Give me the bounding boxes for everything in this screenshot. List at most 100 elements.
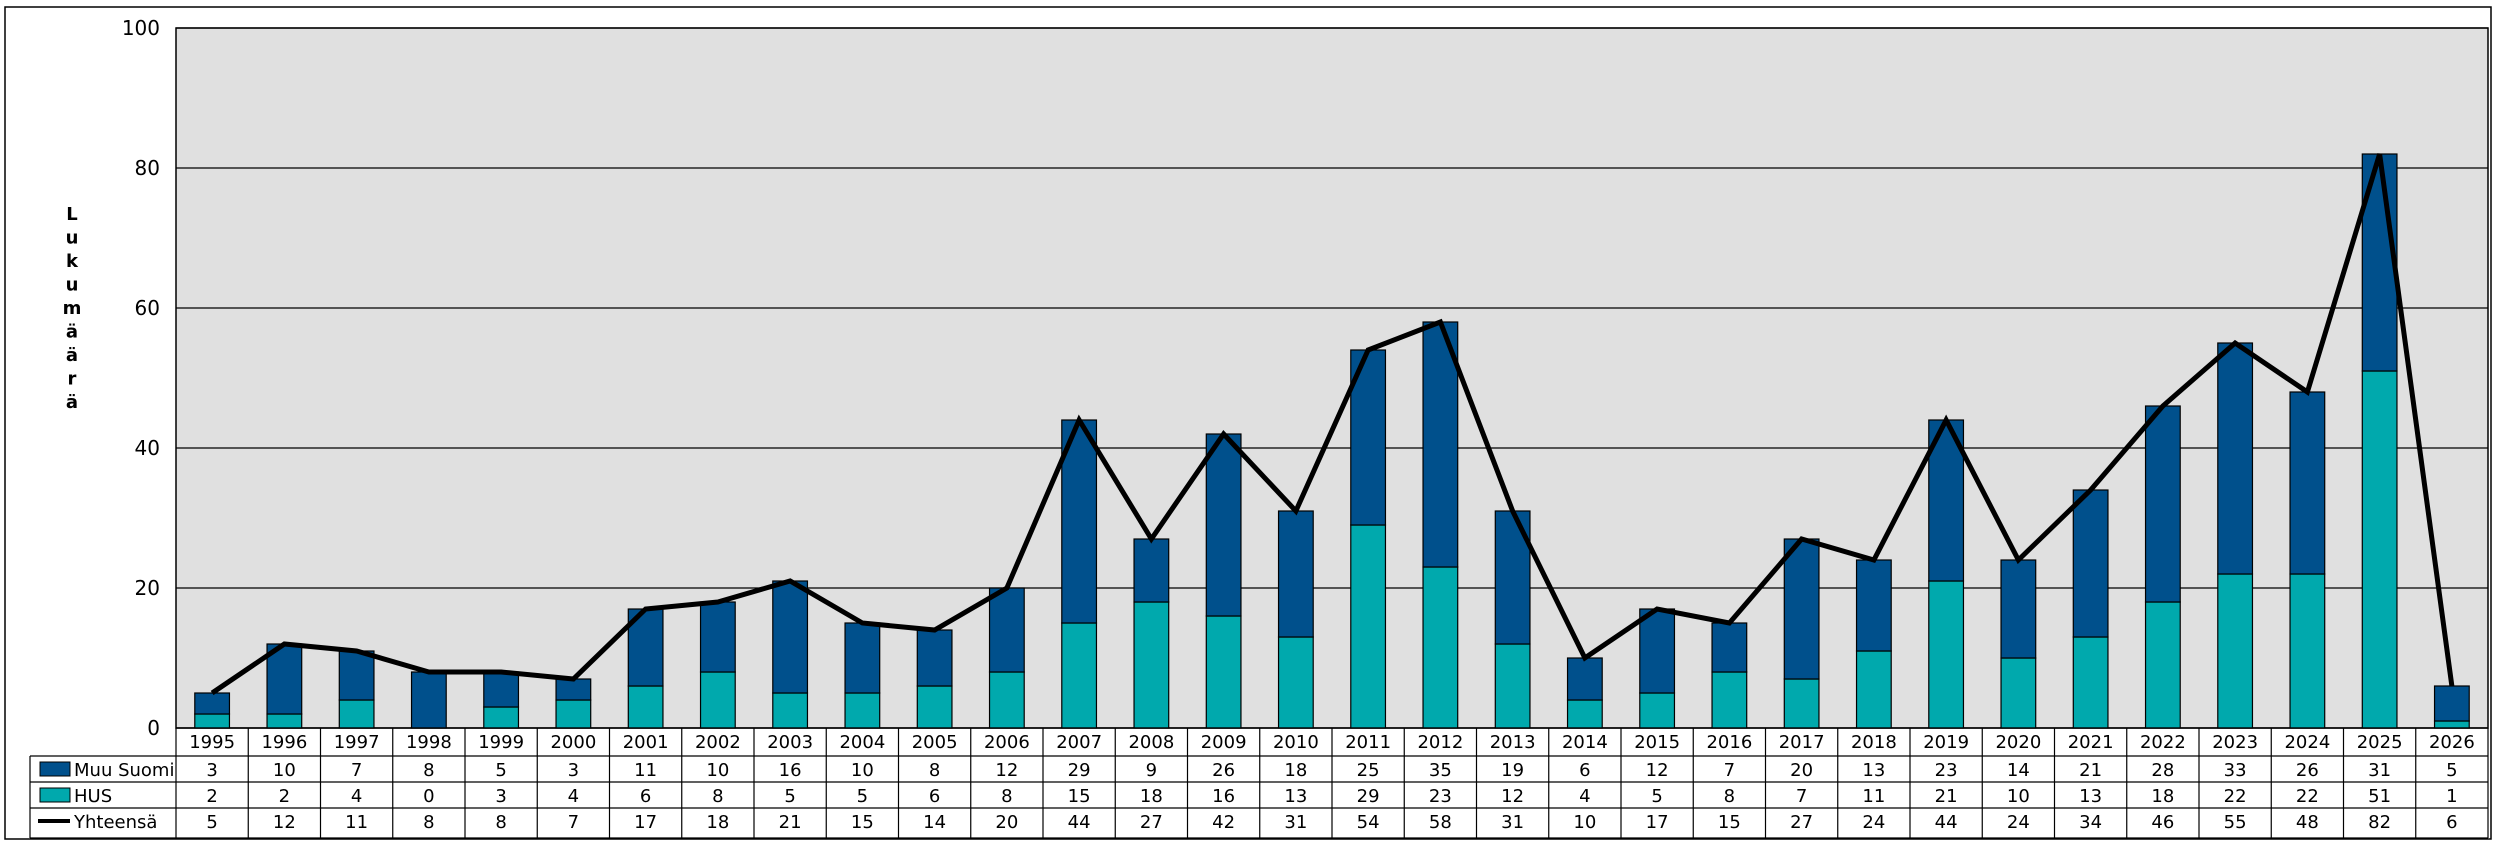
bar-muu-suomi [2144, 405, 2181, 603]
table-cell-value: 15 [851, 812, 874, 833]
x-tick-label: 2018 [1851, 732, 1897, 753]
bar-hus [1566, 699, 1603, 729]
table-cell-value: 7 [568, 812, 579, 833]
y-tick-label: 60 [135, 296, 160, 320]
bar-hus [1639, 692, 1676, 729]
bar-muu-suomi [1639, 608, 1676, 694]
bar-hus [1350, 524, 1387, 729]
x-tick-label: 1997 [334, 732, 380, 753]
table-cell-value: 8 [423, 760, 434, 781]
table-cell-value: 21 [1935, 786, 1958, 807]
bar-muu-suomi [2000, 559, 2037, 659]
bar-hus [772, 692, 809, 729]
table-cell-value: 16 [779, 760, 802, 781]
table-cell-value: 8 [929, 760, 940, 781]
table-cell-value: 12 [995, 760, 1018, 781]
x-tick-label: 2023 [2212, 732, 2258, 753]
y-tick-label: 0 [147, 716, 160, 740]
table-cell-value: 6 [1579, 760, 1590, 781]
table-cell-value: 17 [634, 812, 657, 833]
x-tick-label: 2001 [623, 732, 669, 753]
x-tick-label: 1995 [189, 732, 235, 753]
table-cell-value: 28 [2151, 760, 2174, 781]
data-table: 1995 1996 1997 1998 1999 2000 2001 2002 2003 2004… [29, 727, 2489, 839]
table-cell-value: 11 [1862, 786, 1885, 807]
bar-muu-suomi [1133, 538, 1170, 603]
bar-hus [1494, 643, 1531, 729]
table-cell-value: 42 [1212, 812, 1235, 833]
table-cell-value: 17 [1646, 812, 1669, 833]
bar-muu-suomi [2217, 342, 2254, 575]
table-cell-value: 58 [1429, 812, 1452, 833]
bar-hus [2289, 573, 2326, 729]
table-cell-value: 8 [1001, 786, 1012, 807]
bar-hus [1061, 622, 1098, 729]
total-line [210, 153, 2455, 696]
table-cell-value: 10 [1573, 812, 1596, 833]
bar-hus [1711, 671, 1748, 729]
bar-muu-suomi [1855, 559, 1892, 652]
y-tick-label: 100 [122, 16, 160, 40]
x-tick-label: 2002 [695, 732, 741, 753]
table-cell-value: 14 [923, 812, 946, 833]
y-axis-label-letter: r [68, 369, 77, 390]
table-cell-value: 15 [1068, 786, 1091, 807]
bar-muu-suomi [194, 692, 231, 715]
table-cell-value: 10 [273, 760, 296, 781]
x-tick-label: 2009 [1201, 732, 1247, 753]
y-tick-label: 40 [135, 436, 160, 460]
table-cell-value: 15 [1718, 812, 1741, 833]
table-cell-value: 10 [706, 760, 729, 781]
table-cell-value: 18 [2151, 786, 2174, 807]
x-tick-label: 2021 [2068, 732, 2114, 753]
x-tick-label: 2019 [1923, 732, 1969, 753]
table-cell-value: 31 [1284, 812, 1307, 833]
x-tick-label: 2014 [1562, 732, 1608, 753]
bar-hus [699, 671, 736, 729]
bar-hus [844, 692, 881, 729]
x-tick-label: 1996 [261, 732, 307, 753]
table-cell-value: 20 [1790, 760, 1813, 781]
table-cell-value: 8 [1724, 786, 1735, 807]
table-cell-value: 14 [2007, 760, 2030, 781]
table-cell-value: 9 [1146, 760, 1157, 781]
x-tick-label: 2011 [1345, 732, 1391, 753]
table-cell-value: 54 [1357, 812, 1380, 833]
x-tick-label: 2020 [1995, 732, 2041, 753]
table-cell-value: 29 [1068, 760, 1091, 781]
x-tick-label: 2000 [550, 732, 596, 753]
table-cell-value: 5 [1651, 786, 1662, 807]
table-cell-value: 6 [640, 786, 651, 807]
table-cell-value: 12 [273, 812, 296, 833]
table-cell-value: 25 [1357, 760, 1380, 781]
table-cell-value: 5 [857, 786, 868, 807]
bar-hus [555, 699, 592, 729]
table-cell-value: 16 [1212, 786, 1235, 807]
bar-hus [1277, 636, 1314, 729]
table-cell-value: 6 [2446, 812, 2457, 833]
table-cell-value: 11 [345, 812, 368, 833]
bar-hus [2217, 573, 2254, 729]
table-cell-value: 26 [2296, 760, 2319, 781]
bar-hus [1783, 678, 1820, 729]
table-cell-value: 44 [1935, 812, 1958, 833]
table-cell-value: 13 [1284, 786, 1307, 807]
table-cell-value: 34 [2079, 812, 2102, 833]
table-cell-value: 48 [2296, 812, 2319, 833]
x-tick-label: 2008 [1128, 732, 1174, 753]
table-cell-value: 11 [634, 760, 657, 781]
bar-muu-suomi [555, 678, 592, 701]
table-cell-value: 4 [1579, 786, 1590, 807]
bar-hus [483, 706, 520, 729]
bar-muu-suomi [1711, 622, 1748, 673]
plot-area [175, 27, 2489, 729]
table-cell-value: 12 [1501, 786, 1524, 807]
table-cell-value: 82 [2368, 812, 2391, 833]
bar-hus [2000, 657, 2037, 729]
table-cell-value: 33 [2224, 760, 2247, 781]
table-cell-value: 20 [995, 812, 1018, 833]
bar-hus [1855, 650, 1892, 729]
x-tick-label: 2015 [1634, 732, 1680, 753]
bar-hus [338, 699, 375, 729]
